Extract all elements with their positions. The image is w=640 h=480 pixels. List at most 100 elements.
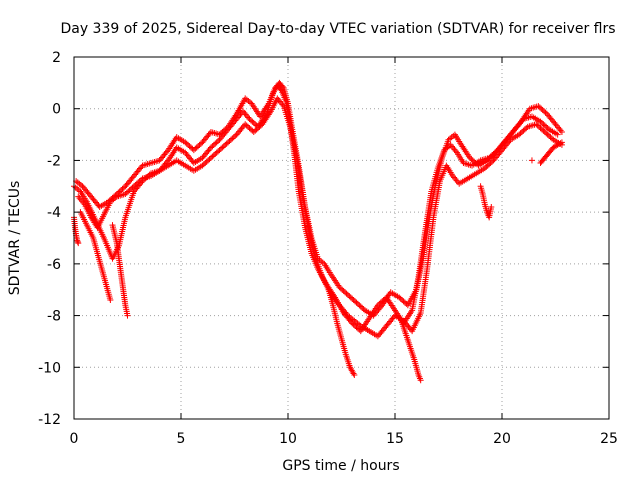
- data-point: [122, 191, 129, 198]
- data-point: [551, 119, 558, 126]
- data-point: [336, 284, 343, 291]
- data-point: [247, 117, 254, 124]
- data-point: [539, 107, 546, 114]
- data-point: [133, 180, 140, 187]
- data-point: [243, 122, 250, 129]
- data-point: [544, 131, 551, 138]
- data-point: [129, 184, 136, 191]
- data-point: [74, 238, 81, 245]
- data-point: [227, 136, 234, 143]
- data-point: [138, 176, 145, 183]
- data-point: [75, 240, 82, 247]
- data-point: [484, 162, 491, 169]
- data-point: [217, 130, 224, 137]
- data-point: [183, 140, 190, 147]
- data-point: [206, 145, 213, 152]
- chart-title: Day 339 of 2025, Sidereal Day-to-day VTE…: [60, 21, 615, 37]
- data-point: [207, 144, 214, 151]
- data-point: [250, 128, 257, 135]
- series-dip-3: [325, 286, 358, 379]
- data-point: [352, 298, 359, 305]
- x-tick-label: 20: [493, 431, 511, 447]
- data-point: [255, 125, 262, 132]
- series-dip-4: [398, 317, 424, 384]
- data-point: [132, 181, 139, 188]
- data-point: [357, 303, 364, 310]
- data-point: [256, 123, 263, 130]
- data-point: [541, 108, 548, 115]
- data-point: [557, 140, 564, 147]
- data-point: [197, 140, 204, 147]
- data-point: [543, 130, 550, 137]
- data-point: [120, 184, 127, 191]
- data-point: [209, 153, 216, 160]
- x-tick-labels: 0 5 10 15 20 25: [70, 431, 618, 447]
- data-point: [135, 179, 142, 186]
- data-point: [249, 118, 256, 125]
- data-point: [202, 160, 209, 167]
- data-point: [220, 143, 227, 150]
- data-point: [506, 138, 513, 145]
- y-tick-label: 2: [52, 50, 61, 66]
- data-point: [547, 134, 554, 141]
- data-point: [205, 157, 212, 164]
- data-point: [217, 145, 224, 152]
- data-point: [337, 285, 344, 292]
- data-point: [396, 294, 403, 301]
- data-point: [250, 119, 257, 126]
- data-point: [520, 127, 527, 134]
- data-point: [542, 109, 549, 116]
- data-point: [246, 116, 253, 123]
- data-point: [350, 297, 357, 304]
- data-point: [538, 105, 545, 112]
- data-point: [534, 122, 541, 129]
- data-point: [186, 143, 193, 150]
- y-axis-title: SDTVAR / TECUs: [7, 181, 23, 296]
- data-point: [537, 125, 544, 132]
- y-tick-label: -10: [38, 360, 61, 376]
- data-point: [543, 123, 550, 130]
- data-point: [213, 139, 220, 146]
- data-point: [190, 147, 197, 154]
- data-point: [199, 162, 206, 169]
- data-point: [346, 293, 353, 300]
- data-point: [163, 148, 170, 155]
- data-point: [107, 297, 114, 304]
- data-point: [359, 304, 366, 311]
- data-point: [558, 128, 565, 135]
- data-point: [517, 120, 524, 127]
- x-tick-label: 15: [386, 431, 404, 447]
- data-point: [483, 163, 490, 170]
- y-tick-label: -8: [47, 309, 61, 325]
- data-point: [220, 127, 227, 134]
- data-point: [216, 131, 223, 138]
- data-point: [125, 188, 132, 195]
- data-point: [192, 145, 199, 152]
- data-point: [540, 121, 547, 128]
- data-point: [212, 140, 219, 147]
- data-point: [485, 156, 492, 163]
- data-point: [206, 156, 213, 163]
- data-point: [246, 125, 253, 132]
- data-point: [516, 131, 523, 138]
- data-point: [130, 183, 137, 190]
- data-point: [544, 125, 551, 132]
- data-point: [400, 298, 407, 305]
- x-tick-label: 5: [177, 431, 186, 447]
- series-dip-1: [77, 209, 114, 304]
- data-point: [517, 130, 524, 137]
- data-point: [347, 294, 354, 301]
- data-point: [185, 141, 192, 148]
- data-point: [210, 152, 217, 159]
- data-point: [360, 306, 367, 313]
- data-point: [356, 302, 363, 309]
- data-point: [399, 297, 406, 304]
- data-point: [472, 160, 479, 167]
- data-point: [397, 295, 404, 302]
- data-point: [538, 126, 545, 133]
- data-point: [187, 144, 194, 151]
- data-point: [401, 299, 408, 306]
- data-point: [488, 203, 495, 210]
- data-point: [488, 153, 495, 160]
